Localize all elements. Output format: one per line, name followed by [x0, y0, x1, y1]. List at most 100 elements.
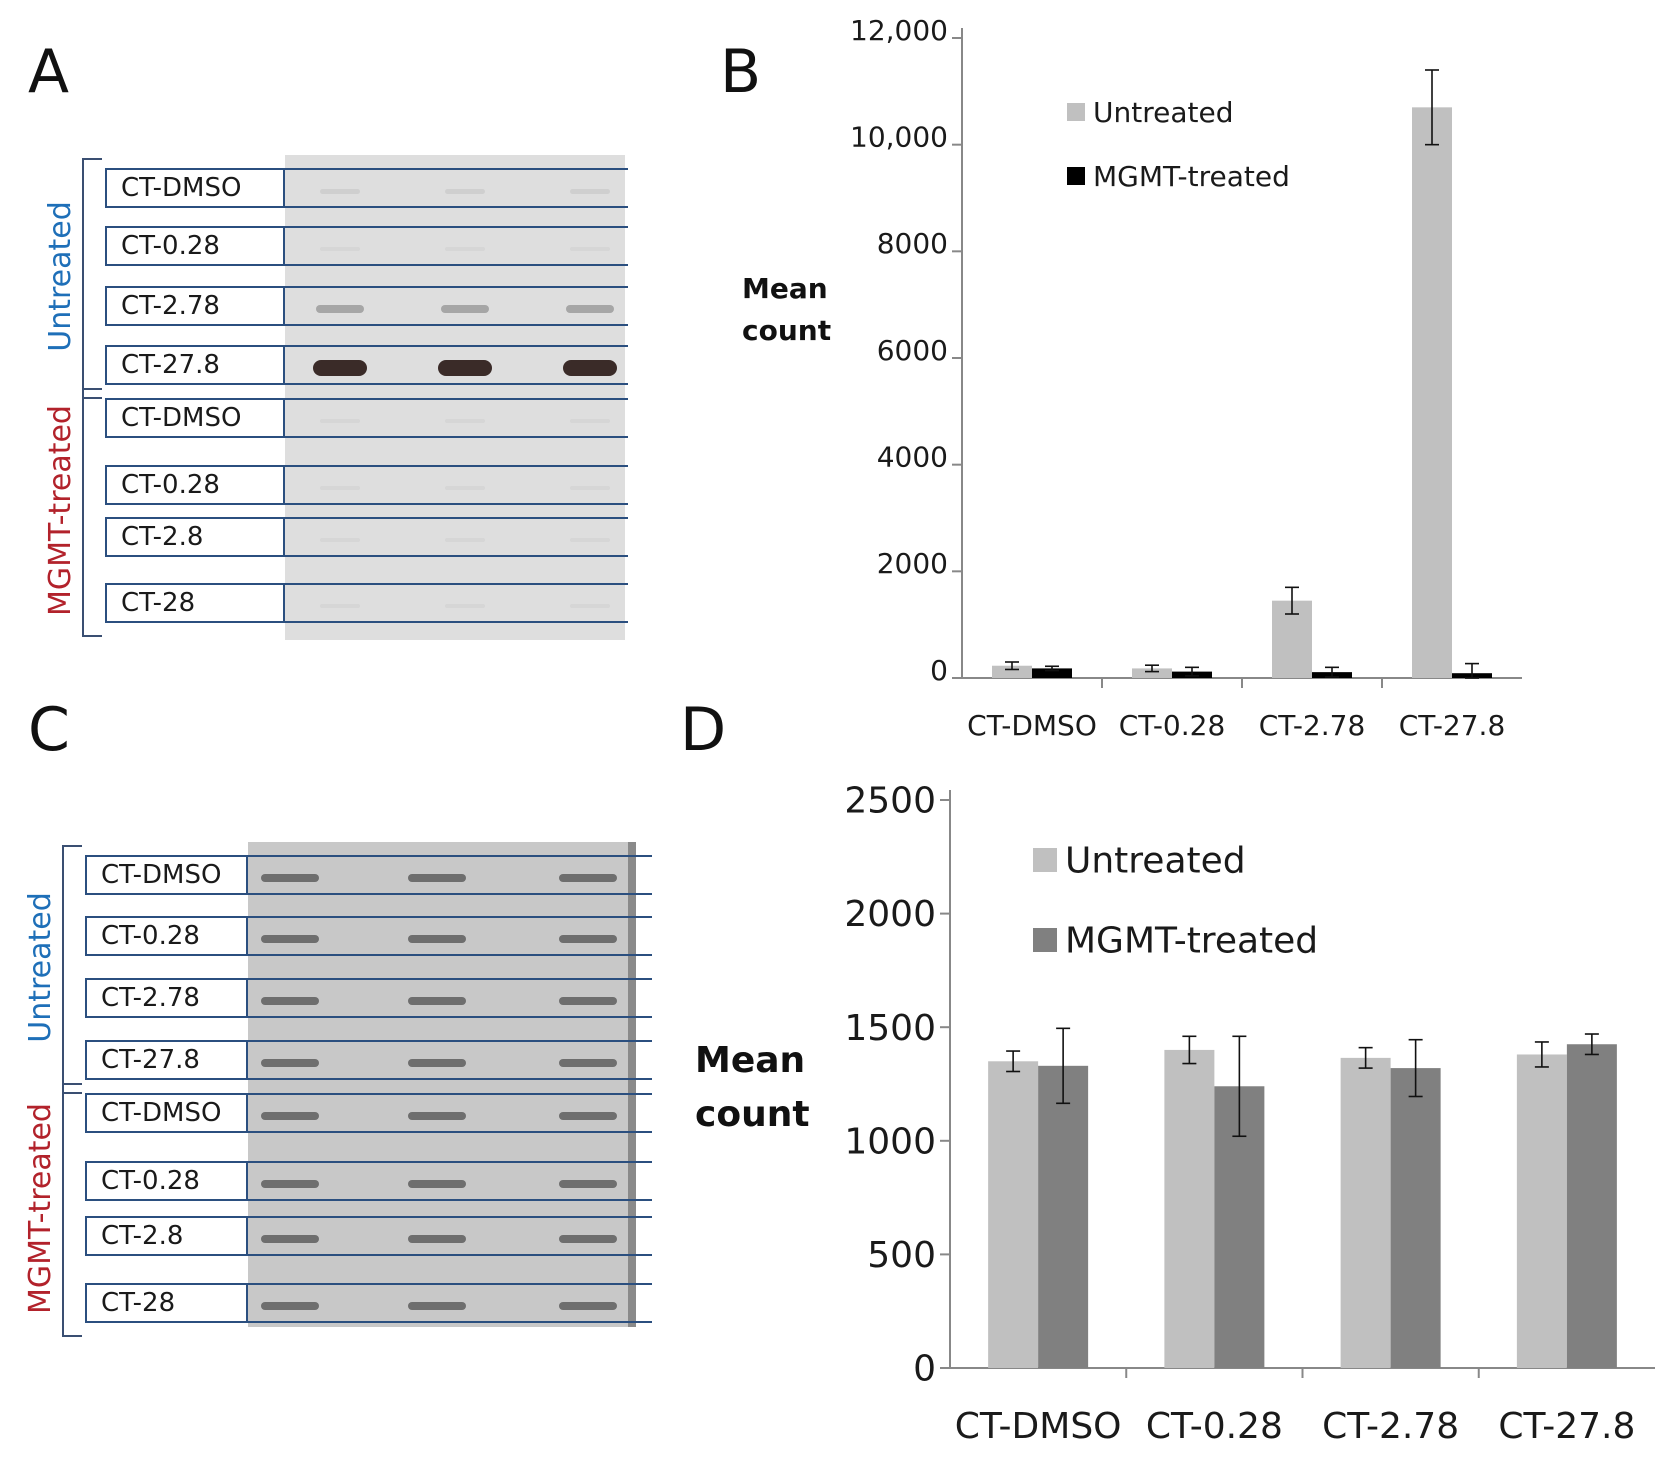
chart-d: 0 500 1000 1500 2000 2500 Mean count CT-DMSO CT-0…: [695, 781, 1655, 1447]
x-tick-label: CT-0.28: [1146, 1406, 1283, 1447]
panel-letter-d: D: [680, 695, 727, 765]
gel-band: [441, 305, 489, 313]
lane-label: CT-2.8: [105, 517, 285, 557]
lane-line: [248, 916, 652, 918]
gel-band: [559, 1059, 617, 1067]
x-tick-label: CT-0.28: [1119, 709, 1226, 742]
lane-line: [248, 954, 652, 956]
gel-band: [408, 874, 466, 882]
gel-band: [559, 1112, 617, 1120]
lane-line: [248, 893, 652, 895]
x-tick-label: CT-DMSO: [967, 709, 1097, 742]
gel-band: [445, 247, 485, 251]
gel-band: [261, 997, 319, 1005]
bar-untreated: [1340, 1057, 1391, 1368]
gel-band: [320, 419, 360, 423]
lane-line: [285, 583, 628, 585]
lane-line: [285, 465, 628, 467]
lane-line: [285, 621, 628, 623]
gel-band: [559, 997, 617, 1005]
gel-band: [313, 360, 367, 376]
gel-band: [320, 486, 360, 490]
lane-line: [285, 436, 628, 438]
lane-line: [248, 1131, 652, 1133]
lane-line: [248, 1093, 652, 1095]
lane-label: CT-0.28: [105, 465, 285, 505]
bar-untreated: [992, 665, 1032, 678]
y-tick-label: 0: [913, 1349, 936, 1390]
chart-b: 0 2000 4000 6000 8000 10,000 12,000 Mean count CT…: [742, 14, 1522, 742]
gel-band: [261, 1235, 319, 1243]
lane-label: CT-27.8: [85, 1040, 248, 1080]
lane-label: CT-DMSO: [85, 1093, 248, 1133]
y-tick-label: 2500: [844, 781, 936, 822]
gel-band: [261, 935, 319, 943]
lane-line: [285, 517, 628, 519]
gel-band: [559, 1180, 617, 1188]
lane-label: CT-28: [85, 1283, 248, 1323]
y-tick-label: 2000: [844, 894, 936, 935]
lane-line: [248, 1254, 652, 1256]
y-tick-label: 6000: [877, 334, 948, 367]
mgmt-treated-group-label: MGMT-treated: [22, 1102, 58, 1314]
lane-line: [248, 1016, 652, 1018]
gel-band: [445, 486, 485, 490]
gel-band: [570, 538, 610, 542]
gel-band: [445, 604, 485, 608]
lane-label: CT-DMSO: [105, 398, 285, 438]
y-tick-label: 4000: [877, 440, 948, 473]
mgmt-treated-group-label: MGMT-treated: [42, 405, 78, 616]
gel-band: [261, 1059, 319, 1067]
panel-letter-b: B: [720, 37, 762, 107]
bar-untreated: [1164, 1049, 1215, 1368]
gel-band: [566, 305, 614, 313]
gel-band: [445, 538, 485, 542]
lane-label: CT-2.78: [85, 978, 248, 1018]
gel-band: [445, 188, 485, 194]
lane-line: [285, 345, 628, 347]
legend-label: MGMT-treated: [1093, 160, 1290, 193]
legend-swatch-mgmt-treated: [1067, 167, 1085, 185]
gel-band: [320, 188, 360, 194]
bar-untreated: [988, 1061, 1039, 1368]
gel-band: [438, 360, 492, 376]
lane-label: CT-0.28: [85, 1161, 248, 1201]
lane-line: [285, 286, 628, 288]
gel-band: [559, 874, 617, 882]
lane-line: [285, 264, 628, 266]
x-tick-label: CT-27.8: [1498, 1406, 1635, 1447]
y-tick-label: 1000: [844, 1121, 936, 1162]
gel-band: [261, 874, 319, 882]
gel-band: [316, 305, 364, 313]
lane-line: [248, 1321, 652, 1323]
legend-label: Untreated: [1093, 96, 1233, 129]
y-tick-label: 1500: [844, 1008, 936, 1049]
bar-mgmt-treated: [1038, 1065, 1089, 1368]
gel-image-a: [285, 155, 625, 640]
gel-band: [408, 1235, 466, 1243]
y-tick-label: 12,000: [850, 14, 948, 47]
gel-band: [570, 419, 610, 423]
lane-line: [248, 1199, 652, 1201]
group-bracket: [62, 845, 82, 1094]
gel-band: [570, 604, 610, 608]
lane-line: [248, 1216, 652, 1218]
gel-band: [570, 486, 610, 490]
y-tick-label: 2000: [877, 547, 948, 580]
gel-image-c: [248, 842, 628, 1327]
lane-label: CT-DMSO: [105, 168, 285, 208]
y-axis-label: Mean: [742, 272, 828, 305]
gel-band: [261, 1112, 319, 1120]
lane-line: [248, 1040, 652, 1042]
lane-line: [248, 855, 652, 857]
lane-label: CT-28: [105, 583, 285, 623]
gel-edge-strip: [628, 842, 636, 1327]
lane-line: [285, 168, 628, 170]
group-bracket: [82, 388, 102, 637]
bar-mgmt-treated: [1032, 668, 1072, 678]
bar-untreated: [1412, 107, 1452, 679]
lane-line: [285, 206, 628, 208]
gel-band: [408, 1180, 466, 1188]
gel-band: [408, 1302, 466, 1310]
